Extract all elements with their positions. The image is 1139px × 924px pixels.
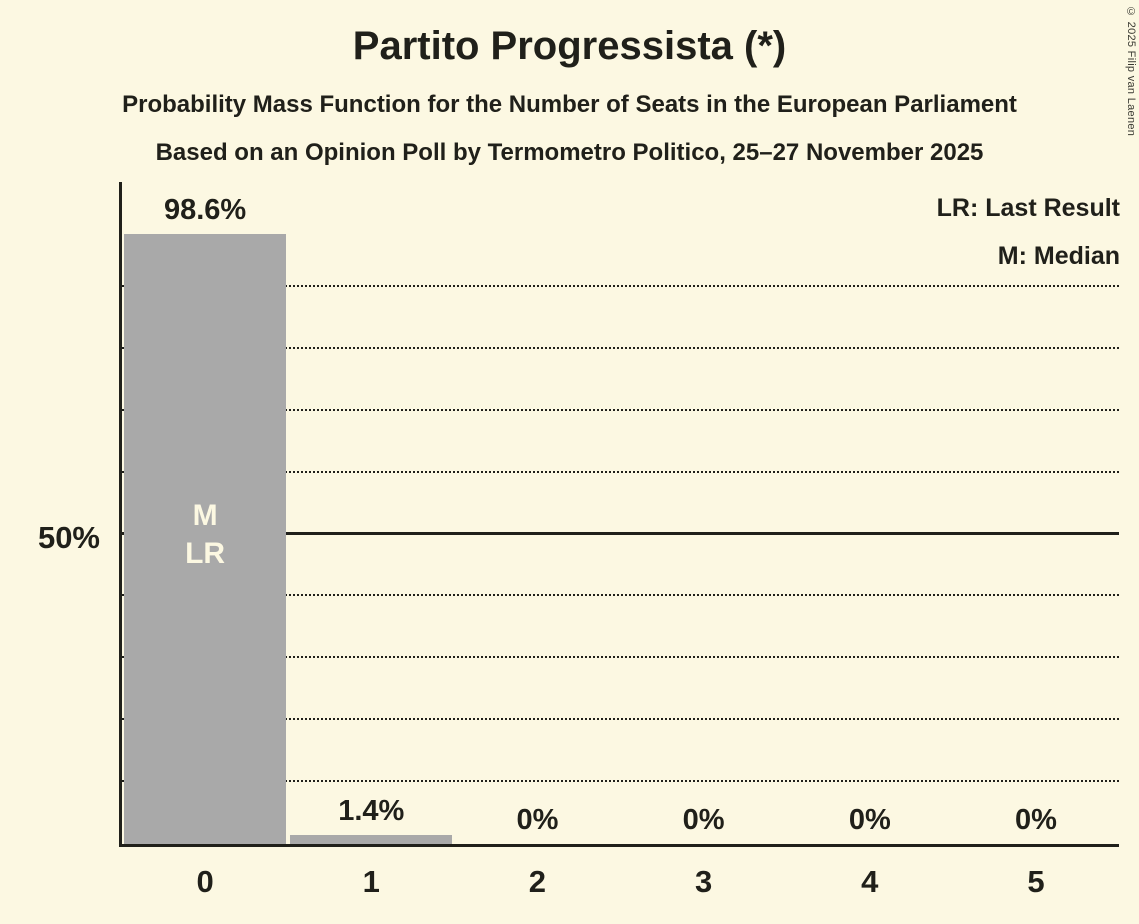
bar-seats-1 [290, 835, 453, 844]
y-axis-line [119, 182, 122, 847]
bar-slot-2: 0% [454, 225, 620, 844]
x-tick-label-4: 4 [861, 864, 879, 899]
x-axis-line [119, 844, 1119, 847]
x-tick-label-0: 0 [196, 864, 214, 899]
legend-last-result: LR: Last Result [936, 194, 1120, 222]
legend: LR: Last Result M: Median [937, 184, 1120, 280]
copyright-notice: © 2025 Filip van Laenen [1125, 6, 1137, 137]
chart-subtitle: Probability Mass Function for the Number… [122, 91, 1017, 118]
x-tick-label-5: 5 [1027, 864, 1045, 899]
value-label-seats-4: 0% [848, 804, 891, 836]
value-label-seats-1: 1.4% [338, 795, 405, 828]
chart-title: Partito Progressista (*) [352, 24, 787, 68]
value-label-seats-0: 98.6% [163, 193, 247, 226]
bar-annotation-seats-0: M LR [122, 497, 288, 573]
bar-slot-1: 1.4% [288, 225, 454, 844]
gridline-30pct [122, 656, 1119, 659]
gridline-20pct [122, 718, 1119, 721]
y-axis-tick-label: 50% [37, 520, 100, 555]
x-tick-label-2: 2 [528, 864, 547, 899]
x-axis-labels: 0 1 2 3 4 5 [122, 864, 1119, 900]
bar-slot-4: 0% [787, 225, 953, 844]
gridline-70pct [122, 408, 1119, 411]
gridline-10pct [122, 780, 1119, 783]
annotation-lr: LR [185, 536, 226, 570]
legend-median: M: Median [997, 242, 1120, 270]
gridline-80pct [122, 346, 1119, 349]
gridline-60pct [122, 470, 1119, 473]
gridline-40pct [122, 594, 1119, 597]
value-label-seats-2: 0% [516, 804, 559, 836]
value-label-seats-3: 0% [682, 804, 725, 836]
x-tick-label-3: 3 [694, 864, 713, 899]
chart-source-subtitle: Based on an Opinion Poll by Termometro P… [155, 139, 984, 166]
annotation-m: M [192, 498, 218, 532]
gridline-solid-50pct [122, 531, 1119, 535]
bar-seats-0 [124, 233, 287, 844]
bar-slot-5: 0% [953, 225, 1119, 844]
bar-slot-3: 0% [621, 225, 787, 844]
gridline-90pct [122, 284, 1119, 287]
plot-area: 98.6% M LR 1.4% 0% 0% 0% 0% [122, 194, 1119, 844]
bar-slot-0: 98.6% M LR [122, 194, 288, 844]
value-label-seats-5: 0% [1014, 804, 1057, 836]
x-tick-label-1: 1 [362, 864, 380, 899]
